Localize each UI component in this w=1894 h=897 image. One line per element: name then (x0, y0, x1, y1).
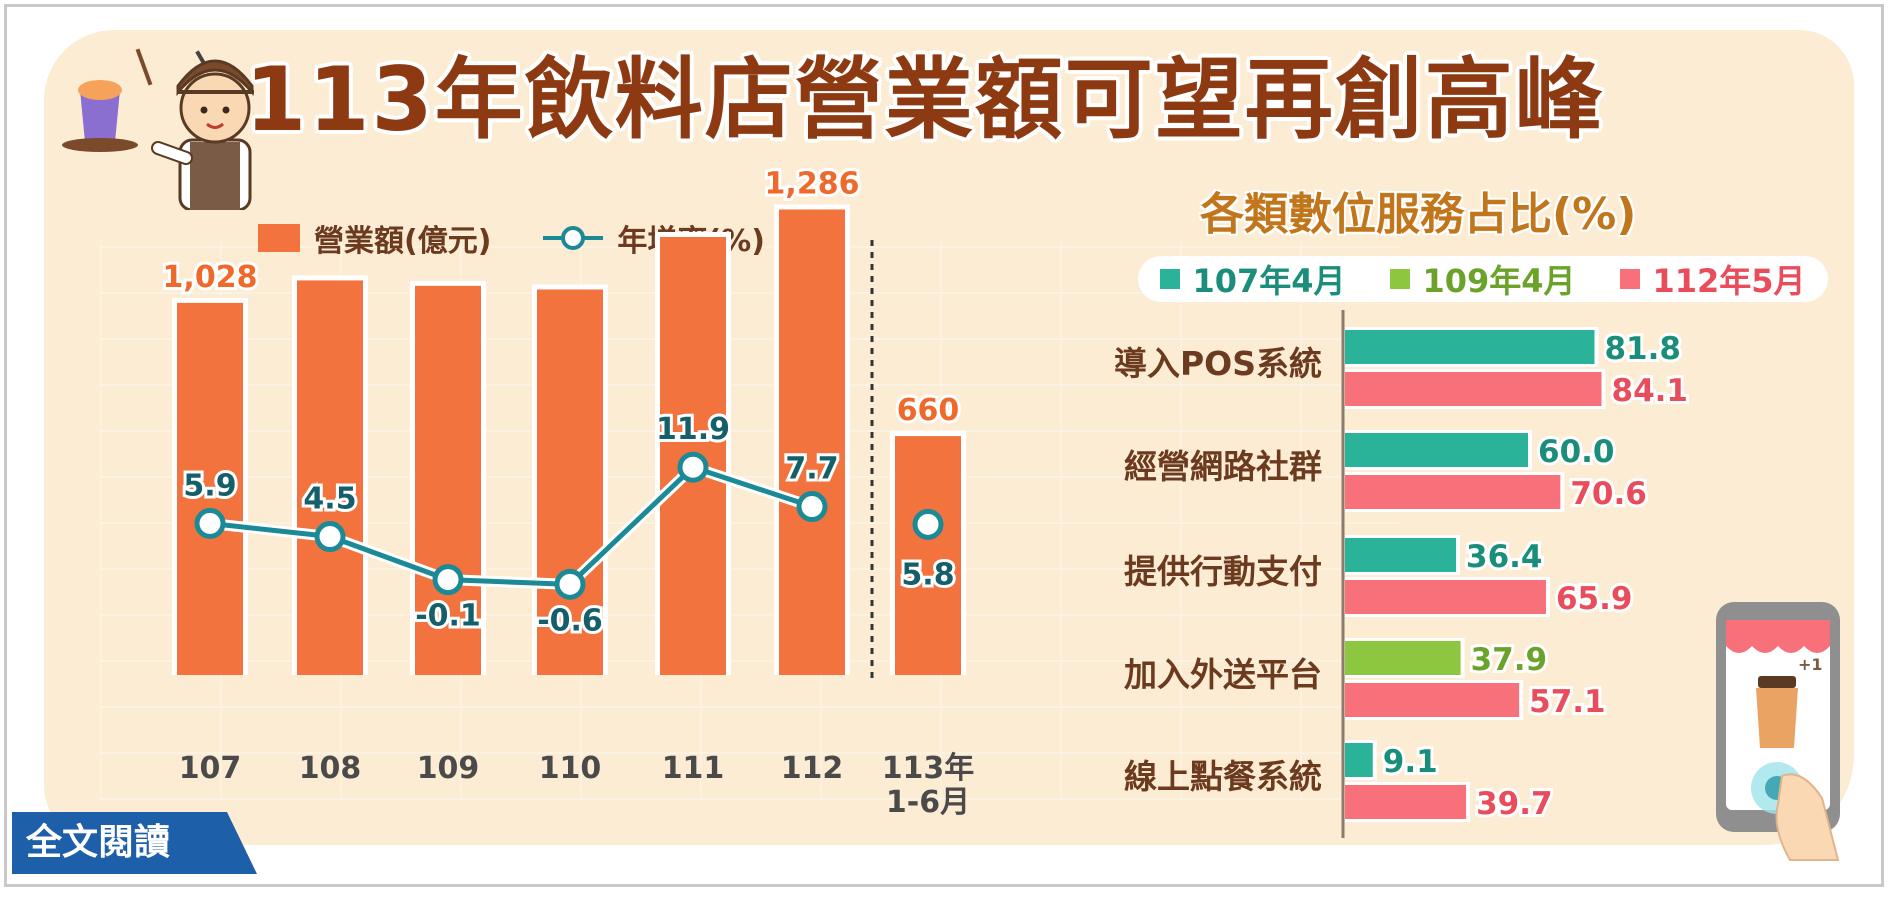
legend-item-107: 107年4月 (1160, 256, 1346, 302)
service-value-label: 9.1 (1383, 744, 1438, 780)
right-chart-title: 各類數位服務占比(%) (1200, 189, 1637, 240)
service-value-label: 84.1 (1612, 373, 1689, 409)
growth-point (796, 491, 828, 523)
growth-point (677, 451, 709, 483)
category-label: 線上點餐系統 (1124, 757, 1322, 796)
revenue-legend-swatch (258, 224, 300, 252)
revenue-value-label: 1,286 (765, 166, 860, 201)
service-value-label: 37.9 (1471, 642, 1548, 678)
growth-value-label: 11.9 (656, 412, 730, 447)
legend-item-109: 109年4月 (1390, 256, 1576, 302)
x-tick-label: 113年 1-6月 (882, 751, 975, 820)
revenue-value-label: 1,028 (163, 260, 258, 295)
revenue-value-label: 660 (897, 393, 960, 428)
growth-point (314, 521, 346, 553)
page-title: 113年飲料店營業額可望再創高峰 (245, 48, 1605, 151)
growth-point (554, 568, 586, 600)
svg-text:+1: +1 (1798, 655, 1823, 674)
growth-point (194, 507, 226, 539)
growth-value-label: -0.1 (415, 599, 481, 634)
revenue-bar (297, 280, 363, 675)
service-bar (1345, 433, 1528, 467)
legend-label-107: 107年4月 (1192, 262, 1346, 300)
legend-label-109: 109年4月 (1422, 262, 1576, 300)
service-bar (1345, 538, 1457, 572)
service-value-label: 70.6 (1570, 476, 1647, 512)
category-label: 經營網路社群 (1124, 447, 1322, 486)
service-bar (1345, 475, 1561, 509)
revenue-bar (177, 302, 243, 675)
service-bar (1345, 580, 1546, 614)
legend-item-112: 112年5月 (1620, 256, 1806, 302)
growth-value-label: 4.5 (303, 482, 356, 517)
service-bar (1345, 372, 1602, 406)
x-tick-label: 108 (299, 751, 362, 786)
read-full-article-link[interactable]: 全文閱讀 (26, 822, 171, 863)
service-bar (1345, 683, 1520, 717)
growth-value-label: 5.9 (183, 468, 236, 503)
revenue-bar (895, 436, 961, 675)
service-bar (1345, 641, 1461, 675)
revenue-bar (779, 209, 845, 675)
growth-value-label: -0.6 (537, 603, 603, 638)
revenue-legend-label: 營業額(億元) (314, 224, 492, 259)
category-label: 提供行動支付 (1124, 552, 1322, 591)
growth-value-label: 5.8 (901, 557, 954, 592)
growth-value-label: 7.7 (785, 452, 838, 487)
growth-line (209, 464, 813, 587)
legend-swatch-109 (1390, 269, 1411, 289)
service-value-label: 65.9 (1556, 581, 1633, 617)
growth-point (432, 564, 464, 596)
x-tick-label: 107 (179, 751, 242, 786)
growth-legend-swatch (541, 223, 605, 253)
phone-order-icon: +1 (1716, 602, 1840, 861)
right-chart-legend: 107年4月 109年4月 112年5月 (1138, 256, 1828, 302)
legend-swatch-112 (1620, 269, 1641, 289)
service-bar (1345, 743, 1373, 777)
service-bar (1345, 330, 1595, 364)
x-tick-label: 110 (539, 751, 602, 786)
service-value-label: 57.1 (1529, 684, 1606, 720)
service-value-label: 39.7 (1476, 786, 1553, 822)
footer-tab-shape (12, 812, 257, 874)
category-label: 加入外送平台 (1124, 655, 1322, 694)
service-value-label: 60.0 (1538, 434, 1615, 470)
growth-point (912, 508, 944, 540)
x-tick-label: 109 (417, 751, 480, 786)
category-label: 導入POS系統 (1114, 344, 1322, 383)
x-tick-label: 112 (781, 751, 844, 786)
legend-label-112: 112年5月 (1652, 262, 1806, 300)
service-bar (1345, 785, 1467, 819)
waiter-mascot-icon (62, 48, 254, 210)
revenue-bar (415, 285, 481, 675)
revenue-bar (537, 289, 603, 675)
service-value-label: 81.8 (1604, 331, 1681, 367)
service-value-label: 36.4 (1466, 539, 1543, 575)
x-tick-label: 111 (662, 751, 725, 786)
legend-swatch-107 (1160, 269, 1181, 289)
